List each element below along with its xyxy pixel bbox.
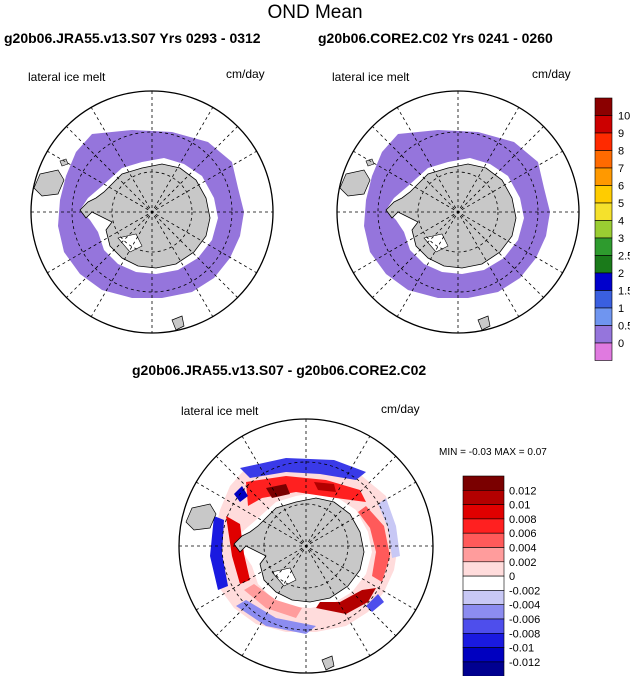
map-panel-1 [30,90,274,334]
colorbar-mean-tick-label: 0.5 [618,321,630,333]
stats-max-value: 0.07 [527,447,547,458]
colorbar-diff-swatch [462,575,505,591]
colorbar-mean-swatch [594,132,613,151]
colorbar-diff-tick-label: 0.008 [509,514,537,526]
panel3-variable-label: lateral ice melt [181,404,259,418]
colorbar-mean-swatch [594,307,613,326]
colorbar-diff-swatch [462,547,505,563]
colorbar-mean: 10 9 8 7 6 5 4 3 2.5 2 1.5 1 0.5 0 [594,97,630,361]
colorbar-mean-swatch [594,115,613,134]
colorbar-diff-swatch [462,618,505,634]
colorbar-diff-tick-label: 0.01 [509,500,530,512]
map-panel-3 [178,418,434,674]
colorbar-mean-swatch [594,272,613,291]
colorbar-mean-swatch [594,167,613,186]
colorbar-mean-tick-label: 9 [618,128,624,140]
colorbar-mean-tick-label: 2.5 [618,251,630,263]
panel1-variable-label: lateral ice melt [28,70,106,84]
stats-readout: MIN = -0.03 MAX = 0.07 [439,447,547,458]
colorbar-diff-tick-label: 0.004 [509,543,537,555]
colorbar-mean-tick-label: 6 [618,181,624,193]
colorbar-mean-tick-label: 7 [618,163,624,175]
colorbar-mean-swatch [594,150,613,169]
colorbar-mean-swatch [594,290,613,309]
colorbar-diff-tick-label: 0.006 [509,528,537,540]
panel2-variable-label: lateral ice melt [332,70,410,84]
page-title: OND Mean [267,2,363,23]
colorbar-mean-swatch [594,255,613,274]
colorbar-diff-swatch [462,561,505,577]
colorbar-diff-swatch [462,504,505,520]
colorbar-diff-swatch [462,647,505,663]
colorbar-diff-swatch [462,661,505,676]
colorbar-diff-tick-label: -0.002 [509,585,540,597]
colorbar-mean-swatch [594,185,613,204]
colorbar-diff-tick-label: 0.012 [509,485,537,497]
colorbar-mean-tick-label: 1.5 [618,286,630,298]
colorbar-diff-tick-label: -0.006 [509,614,540,626]
panel1-title: g20b06.JRA55.v13.S07 Yrs 0293 - 0312 [4,30,261,46]
colorbar-diff-tick-label: -0.01 [509,643,534,655]
colorbar-diff-tick-label: 0 [509,571,515,583]
colorbar-mean-tick-label: 2 [618,268,624,280]
colorbar-diff-swatch [462,632,505,648]
panel2-title: g20b06.CORE2.C02 Yrs 0241 - 0260 [318,30,553,46]
colorbar-diff-swatch [462,475,505,491]
stats-min-label: MIN = [439,447,466,458]
stats-max-label: MAX = [494,447,525,458]
colorbar-mean-swatch [594,237,613,256]
colorbar-mean-swatch [594,97,613,116]
colorbar-diff-swatch [462,604,505,620]
colorbar-mean-swatch [594,220,613,239]
colorbar-mean-tick-label: 10 [618,111,630,123]
colorbar-diff-swatch [462,590,505,606]
panel3-units-label: cm/day [381,402,420,416]
panel3-title: g20b06.JRA55.v13.S07 - g20b06.CORE2.C02 [132,362,427,378]
colorbar-mean-tick-label: 3 [618,233,624,245]
map-panel-2 [336,90,580,334]
colorbar-diff-swatch [462,518,505,534]
colorbar-diff-tick-label: 0.002 [509,557,537,569]
colorbar-mean-tick-label: 0 [618,338,624,350]
colorbar-diff-tick-label: -0.012 [509,657,540,669]
panel2-units-label: cm/day [532,67,571,81]
colorbar-mean-tick-label: 8 [618,146,624,158]
stats-min-value: -0.03 [468,447,492,458]
panel1-units-label: cm/day [226,67,265,81]
colorbar-diff-swatch [462,489,505,505]
colorbar-mean-tick-label: 4 [618,216,624,228]
colorbar-diff: 0.012 0.01 0.008 0.006 0.004 0.002 0 -0.002 -0.0… [462,475,540,676]
colorbar-mean-tick-label: 1 [618,303,624,315]
colorbar-diff-swatch [462,532,505,548]
colorbar-mean-swatch [594,202,613,221]
colorbar-mean-tick-label: 5 [618,198,624,210]
colorbar-mean-swatch [594,325,613,344]
colorbar-diff-tick-label: -0.004 [509,600,540,612]
colorbar-diff-tick-label: -0.008 [509,628,540,640]
colorbar-mean-swatch [594,342,613,361]
